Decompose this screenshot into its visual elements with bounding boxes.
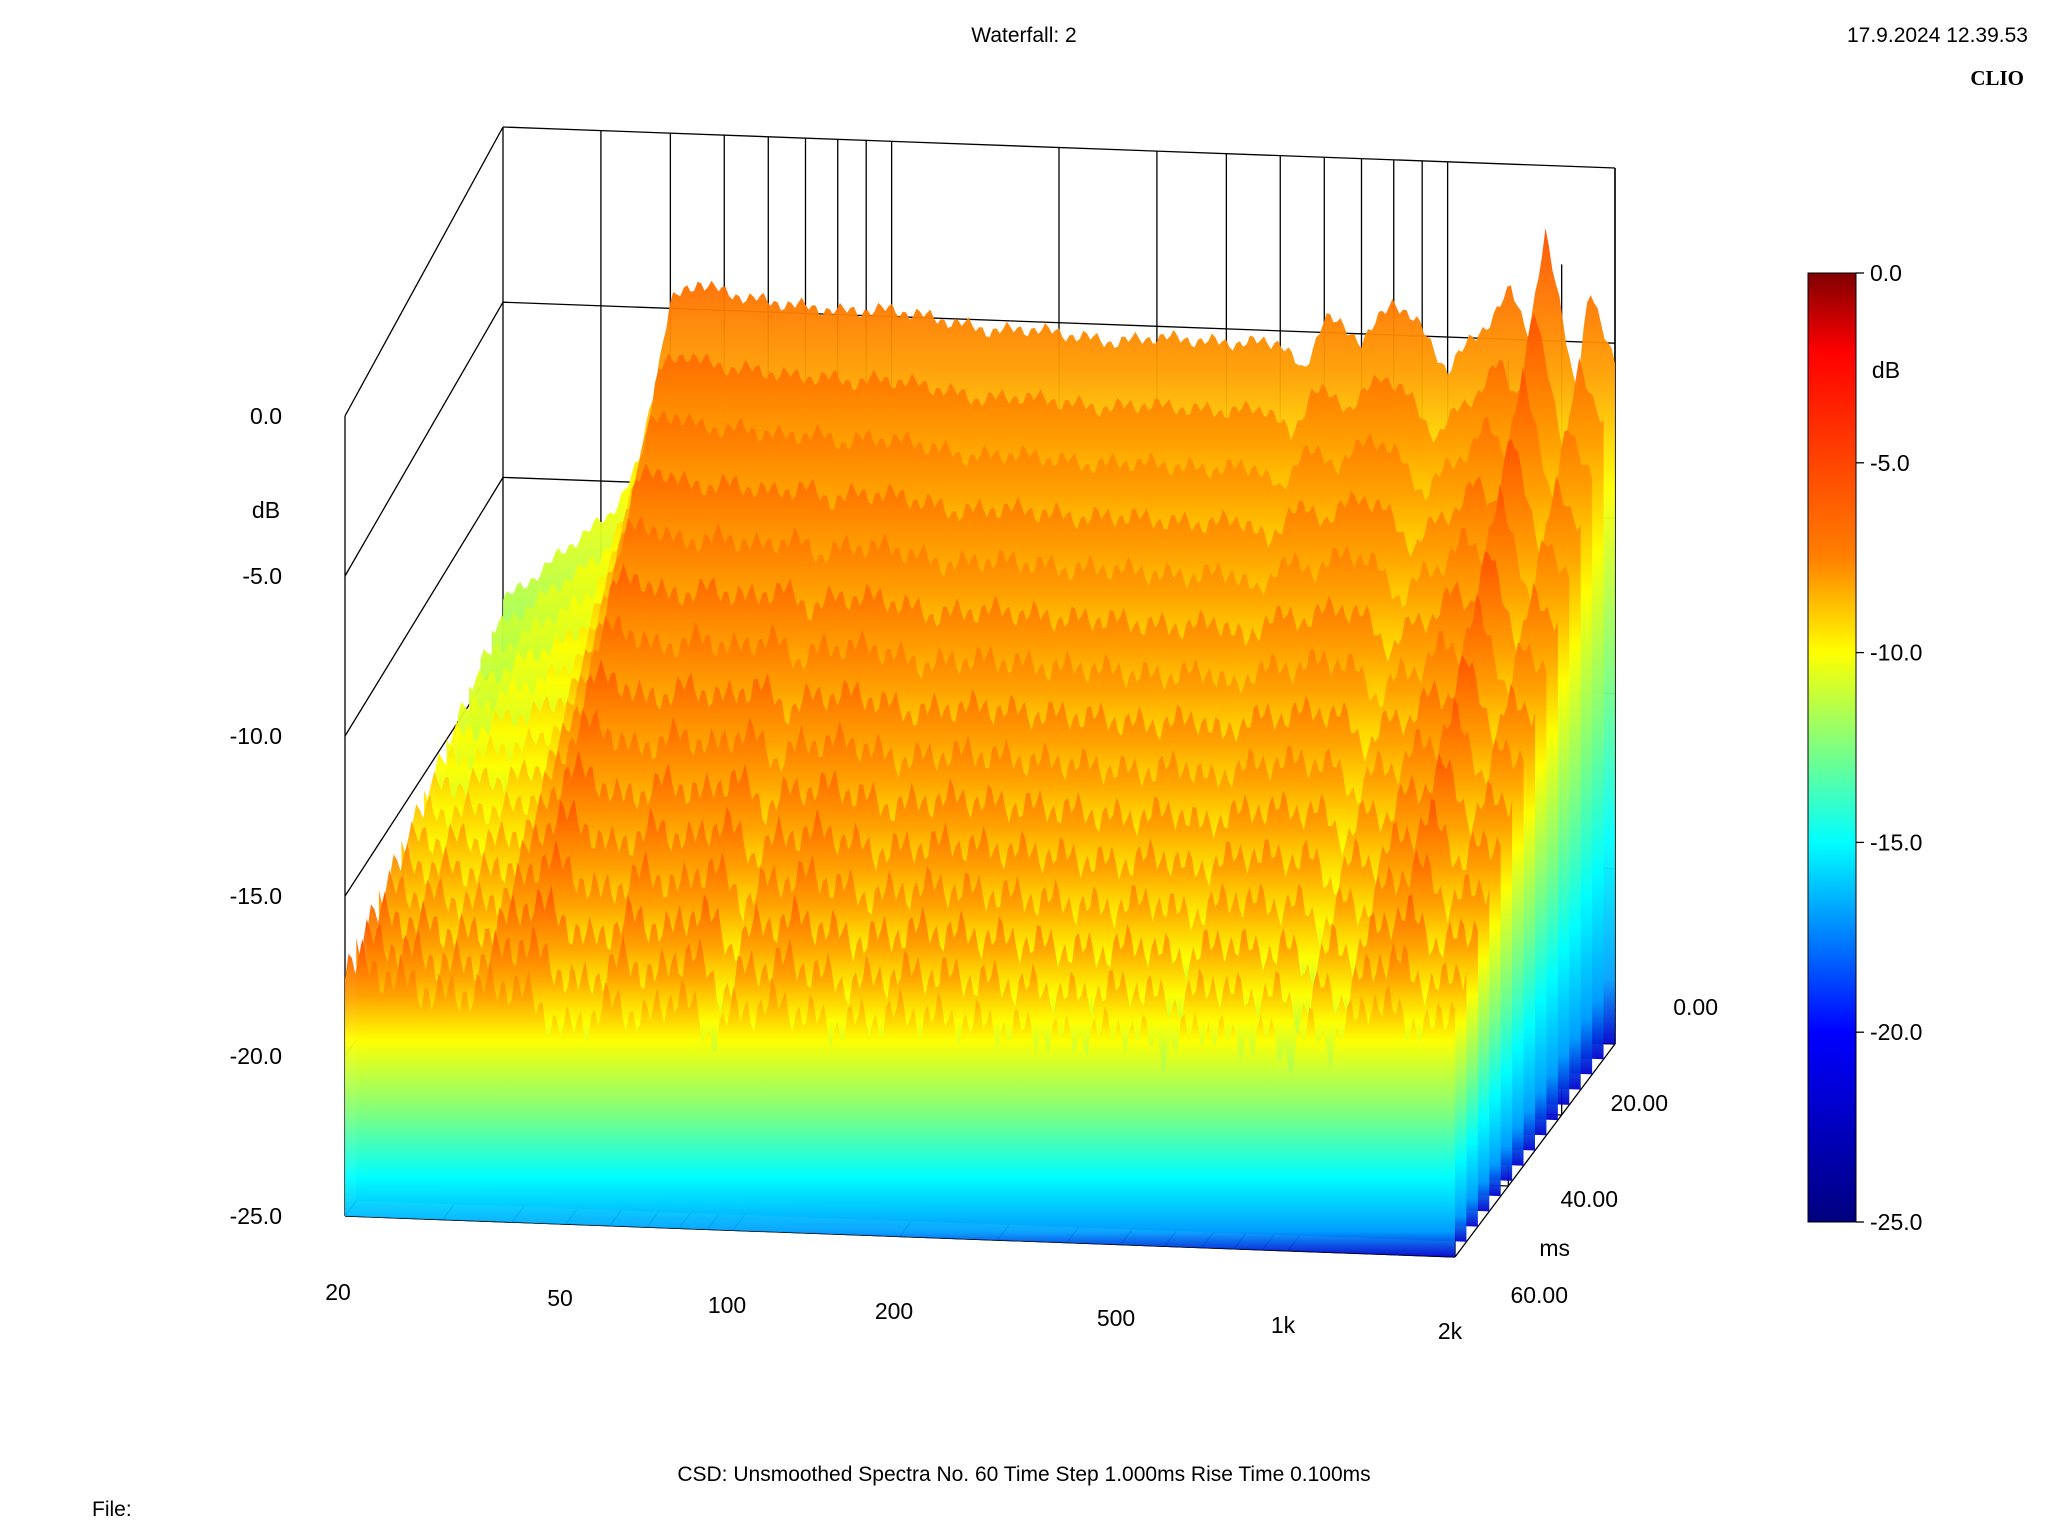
measurement-settings: CSD: Unsmoothed Spectra No. 60 Time Step… xyxy=(677,1463,1371,1486)
db-tick-label: -10.0 xyxy=(230,723,282,749)
time-axis-label: ms xyxy=(1539,1235,1570,1261)
colorbar-tick-label: 0.0 xyxy=(1870,260,1902,286)
db-tick-label: -15.0 xyxy=(230,883,282,909)
colorbar-tick-label: -5.0 xyxy=(1870,450,1910,476)
colorbar-tick-label: -10.0 xyxy=(1870,640,1922,666)
brand-logo: CLIO xyxy=(1970,66,2024,90)
db-axis: 0.0 -5.0 -10.0 -15.0 -20.0 -25.0 dB xyxy=(230,403,282,1229)
db-axis-label: dB xyxy=(252,497,280,523)
freq-tick-label: 500 xyxy=(1097,1305,1135,1331)
db-tick-label: -25.0 xyxy=(230,1203,282,1229)
time-tick-label: 0.00 xyxy=(1673,994,1718,1020)
waterfall-surface xyxy=(345,228,1615,1257)
freq-tick-label: 50 xyxy=(547,1285,573,1311)
time-tick-label: 20.00 xyxy=(1610,1090,1668,1116)
db-gridline-side xyxy=(344,477,504,737)
db-gridline-side xyxy=(344,126,504,417)
spectrum-slice xyxy=(345,938,1455,1257)
freq-tick-label: 20 xyxy=(325,1279,351,1305)
time-axis: 0.00 20.00 40.00 60.00 ms xyxy=(1510,994,1718,1308)
file-label: File: xyxy=(92,1498,132,1521)
time-tick-label: 40.00 xyxy=(1560,1186,1618,1212)
freq-tick-label: 100 xyxy=(708,1292,746,1318)
chart-title: Waterfall: 2 xyxy=(971,24,1077,47)
db-gridline-side xyxy=(344,301,504,577)
db-tick-label: 0.0 xyxy=(250,403,282,429)
colorbar-gradient xyxy=(1807,272,1857,1223)
db-tick-label: -20.0 xyxy=(230,1043,282,1069)
colorbar-tick-label: -25.0 xyxy=(1870,1209,1922,1235)
frequency-axis: 20 50 100 200 500 1k 2k xyxy=(325,1279,1462,1344)
colorbar-label: dB xyxy=(1872,357,1900,383)
colorbar-tick-label: -15.0 xyxy=(1870,829,1922,855)
freq-tick-label: 200 xyxy=(875,1298,913,1324)
freq-tick-label: 2k xyxy=(1438,1318,1463,1344)
time-tick-label: 60.00 xyxy=(1510,1282,1568,1308)
db-tick-label: -5.0 xyxy=(242,563,282,589)
colorbar: 0.0 -5.0 -10.0 -15.0 -20.0 -25.0 dB xyxy=(1807,260,1922,1235)
colorbar-tick-label: -20.0 xyxy=(1870,1019,1922,1045)
timestamp: 17.9.2024 12.39.53 xyxy=(1846,24,2028,47)
freq-tick-label: 1k xyxy=(1271,1312,1296,1338)
